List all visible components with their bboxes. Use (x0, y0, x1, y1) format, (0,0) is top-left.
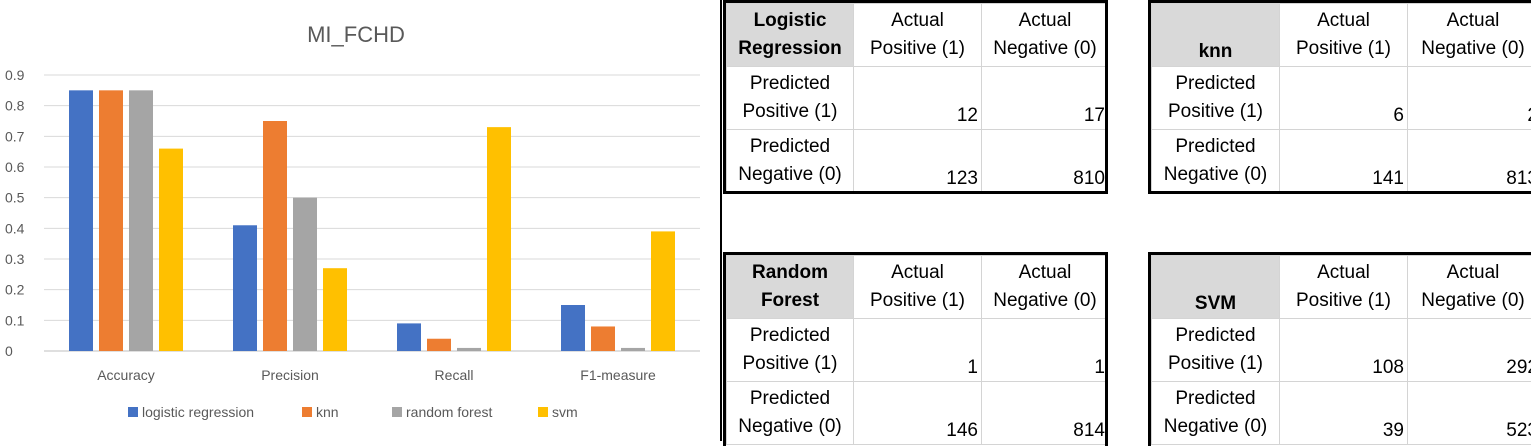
y-tick-label: 0.4 (5, 220, 25, 236)
legend-label: svm (552, 404, 578, 420)
bar (427, 339, 451, 351)
y-axis-ticks: 0 0.1 0.2 0.3 0.4 0.5 0.6 0.7 0.8 0.9 (5, 67, 25, 359)
cell-false-negative: 141 (1280, 130, 1408, 193)
bars (69, 90, 675, 351)
y-tick-label: 0.6 (5, 159, 25, 175)
bar (129, 90, 153, 351)
matrix-title: SVM (1152, 256, 1280, 319)
legend-swatch (392, 407, 402, 417)
cell-true-positive: 6 (1280, 67, 1408, 130)
bar (621, 348, 645, 351)
bar-chart: MI_FCHD 0 0.1 0.2 0.3 0.4 0.5 0.6 0.7 0.8 0.9 Acc… (0, 0, 720, 441)
bar (487, 127, 511, 351)
cell-true-positive: 1 (854, 319, 982, 382)
cell-false-negative: 39 (1280, 382, 1408, 445)
legend-label: logistic regression (142, 404, 254, 420)
bar (561, 305, 585, 351)
bar (651, 231, 675, 351)
bar (293, 198, 317, 351)
y-tick-label: 0.3 (5, 251, 25, 267)
bar (233, 225, 257, 351)
bar (159, 149, 183, 351)
bar (397, 323, 421, 351)
matrix-title: knn (1152, 4, 1280, 67)
cell-false-positive: 292 (1408, 319, 1531, 382)
cell-false-positive: 1 (982, 319, 1109, 382)
y-tick-label: 0.2 (5, 282, 25, 298)
x-axis-ticks: Accuracy Precision Recall F1-measure (97, 367, 656, 383)
bar (457, 348, 481, 351)
cell-true-positive: 108 (1280, 319, 1408, 382)
x-tick-label: F1-measure (580, 367, 656, 383)
y-tick-label: 0.8 (5, 98, 25, 114)
x-tick-label: Precision (261, 367, 319, 383)
legend-swatch (538, 407, 548, 417)
cell-true-negative: 810 (982, 130, 1109, 193)
y-tick-label: 0.7 (5, 128, 25, 144)
bar (69, 90, 93, 351)
legend-label: random forest (406, 404, 492, 420)
cell-false-negative: 146 (854, 382, 982, 445)
cell-true-negative: 523 (1408, 382, 1531, 445)
bar (323, 268, 347, 351)
y-tick-label: 0.5 (5, 190, 25, 206)
legend-swatch (302, 407, 312, 417)
cell-false-positive: 17 (982, 67, 1109, 130)
legend: logistic regression knn random forest svm (128, 404, 578, 420)
legend-swatch (128, 407, 138, 417)
chart-svg: MI_FCHD 0 0.1 0.2 0.3 0.4 0.5 0.6 0.7 0.8 0.9 Acc… (0, 0, 720, 441)
y-tick-label: 0.1 (5, 312, 25, 328)
divider (720, 0, 722, 441)
y-tick-label: 0.9 (5, 67, 25, 83)
cell-true-negative: 813 (1408, 130, 1531, 193)
bar (591, 326, 615, 351)
cell-true-negative: 814 (982, 382, 1109, 445)
chart-title: MI_FCHD (307, 22, 405, 47)
bar (99, 90, 123, 351)
legend-label: knn (316, 404, 339, 420)
cell-true-positive: 12 (854, 67, 982, 130)
x-tick-label: Accuracy (97, 367, 155, 383)
cell-false-negative: 123 (854, 130, 982, 193)
x-tick-label: Recall (435, 367, 474, 383)
y-tick-label: 0 (5, 343, 13, 359)
bar (263, 121, 287, 351)
cell-false-positive: 2 (1408, 67, 1531, 130)
